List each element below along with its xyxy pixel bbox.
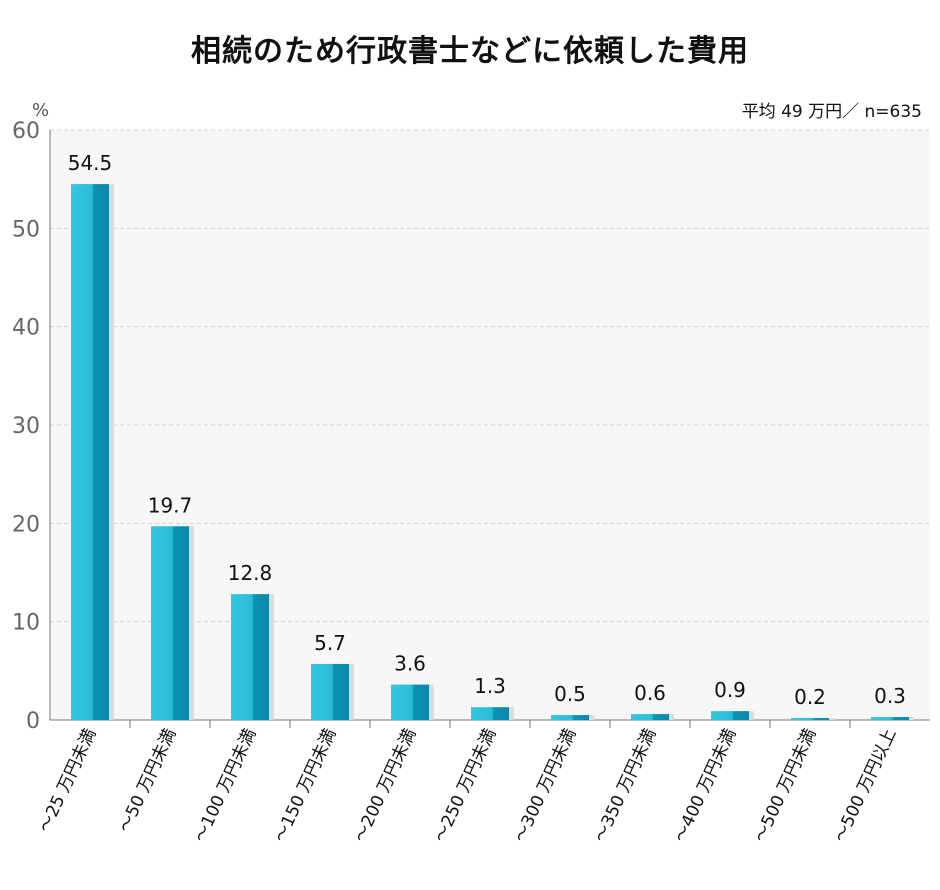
category-label: ～150 万円未満	[270, 726, 340, 846]
y-tick-label: 30	[12, 414, 40, 439]
data-label: 3.6	[394, 652, 426, 676]
category-label: ～200 万円未満	[350, 726, 420, 846]
data-label: 0.3	[874, 684, 906, 708]
category-label: ～300 万円未満	[510, 726, 580, 846]
bar	[471, 707, 509, 720]
bar	[791, 718, 829, 720]
data-label: 12.8	[228, 561, 273, 585]
bar	[551, 715, 589, 720]
y-tick-label: 40	[12, 316, 40, 341]
y-axis-unit: %	[32, 100, 50, 121]
data-label: 54.5	[68, 151, 113, 175]
category-label: ～50 万円未満	[115, 726, 180, 836]
y-tick-label: 10	[12, 611, 40, 636]
category-label: ～25 万円未満	[35, 726, 100, 836]
category-label: ～500 万円以上	[830, 726, 900, 846]
data-label: 0.6	[634, 681, 666, 705]
data-label: 0.9	[714, 678, 746, 702]
y-tick-label: 50	[12, 217, 40, 242]
bar	[711, 711, 749, 720]
category-label: ～100 万円未満	[190, 726, 260, 846]
bar	[631, 714, 669, 720]
category-label: ～400 万円未満	[670, 726, 740, 846]
data-label: 5.7	[314, 631, 346, 655]
category-label: ～250 万円未満	[430, 726, 500, 846]
plot-area	[50, 130, 930, 720]
chart-note: 平均 49 万円／ n=635	[741, 102, 922, 122]
bar	[151, 526, 189, 720]
data-label: 19.7	[148, 493, 193, 517]
bar	[871, 717, 909, 720]
bar	[71, 184, 109, 721]
data-label: 0.5	[554, 682, 586, 706]
bar	[311, 663, 349, 720]
data-label: 1.3	[474, 674, 506, 698]
data-label: 0.2	[794, 685, 826, 709]
y-tick-label: 0	[26, 709, 40, 734]
bar	[231, 594, 269, 720]
y-tick-label: 20	[12, 512, 40, 537]
category-label: ～350 万円未満	[590, 726, 660, 846]
category-label: ～500 万円未満	[750, 726, 820, 846]
y-tick-label: 60	[12, 119, 40, 144]
bar	[391, 684, 429, 720]
chart-title: 相続のため行政書士などに依頼した費用	[191, 34, 749, 69]
